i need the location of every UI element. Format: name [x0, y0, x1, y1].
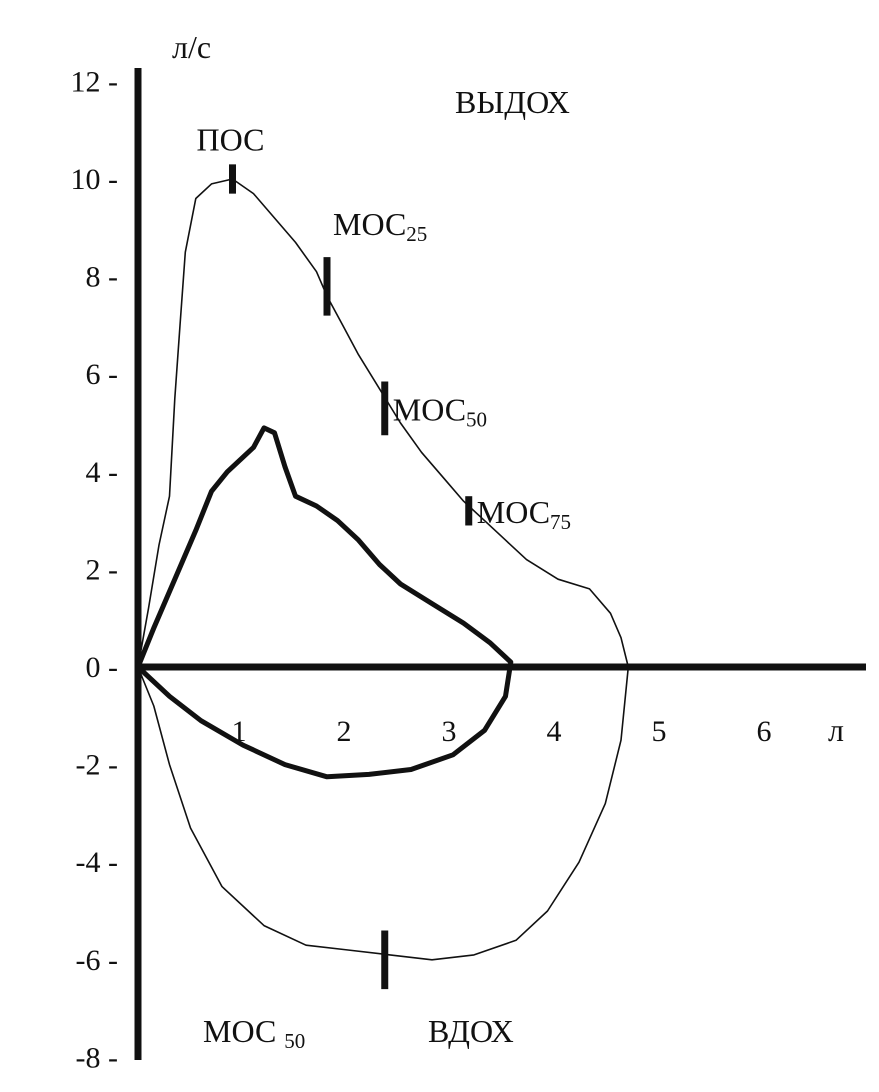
- expiration-label: ВЫДОХ: [455, 84, 570, 120]
- marker-label: МОС25: [333, 206, 427, 246]
- axes: [134, 68, 866, 1060]
- y-tick-label: 2 -: [86, 553, 119, 586]
- y-tick-label: 10 -: [71, 163, 119, 196]
- marker-label-text: ПОС: [197, 121, 265, 157]
- curves: [135, 178, 630, 961]
- bottom-mos-text: МОС: [203, 1013, 284, 1049]
- y-tick-label: 12 -: [71, 65, 119, 98]
- x-axis-label: л: [828, 712, 844, 748]
- x-tick-label: 4: [547, 715, 562, 748]
- x-tick-label: 6: [757, 715, 772, 748]
- marker-label-sub: 25: [406, 222, 427, 246]
- y-tick-label: -8 -: [76, 1041, 118, 1074]
- marker-label: МОС75: [477, 494, 571, 534]
- marker-label-sub: 50: [466, 407, 487, 431]
- y-tick-label: 8 -: [86, 261, 119, 294]
- marker-label: МОС50: [393, 391, 487, 431]
- marker-label: ПОС: [197, 121, 265, 157]
- marker-label-text: МОС: [477, 494, 550, 530]
- y-tick-label: 0 -: [86, 651, 119, 684]
- patient-loop-curve: [135, 425, 514, 780]
- y-tick-label: -2 -: [76, 749, 118, 782]
- y-tick-label: -4 -: [76, 846, 118, 879]
- bottom-mos50-label: МОС 50: [203, 1013, 305, 1053]
- x-tick-label: 2: [337, 715, 352, 748]
- y-tick-label: 6 -: [86, 358, 119, 391]
- y-axis-label: л/с: [172, 29, 211, 65]
- y-tick-labels: 12 - 10 - 8 - 6 - 4 - 2 - 0 - -2 - -4 - -6 - -8 -: [71, 65, 119, 1074]
- x-tick-label: 5: [652, 715, 667, 748]
- x-tick-label: 3: [442, 715, 457, 748]
- marker-label-text: МОС: [333, 206, 406, 242]
- marker-label-sub: 75: [550, 510, 571, 534]
- y-tick-label: -6 -: [76, 944, 118, 977]
- normal-loop-curve: [137, 178, 630, 961]
- bottom-mos-sub: 50: [284, 1029, 305, 1053]
- inspiration-label: ВДОХ: [428, 1013, 514, 1049]
- y-tick-label: 4 -: [86, 456, 119, 489]
- marker-label-text: МОС: [393, 391, 466, 427]
